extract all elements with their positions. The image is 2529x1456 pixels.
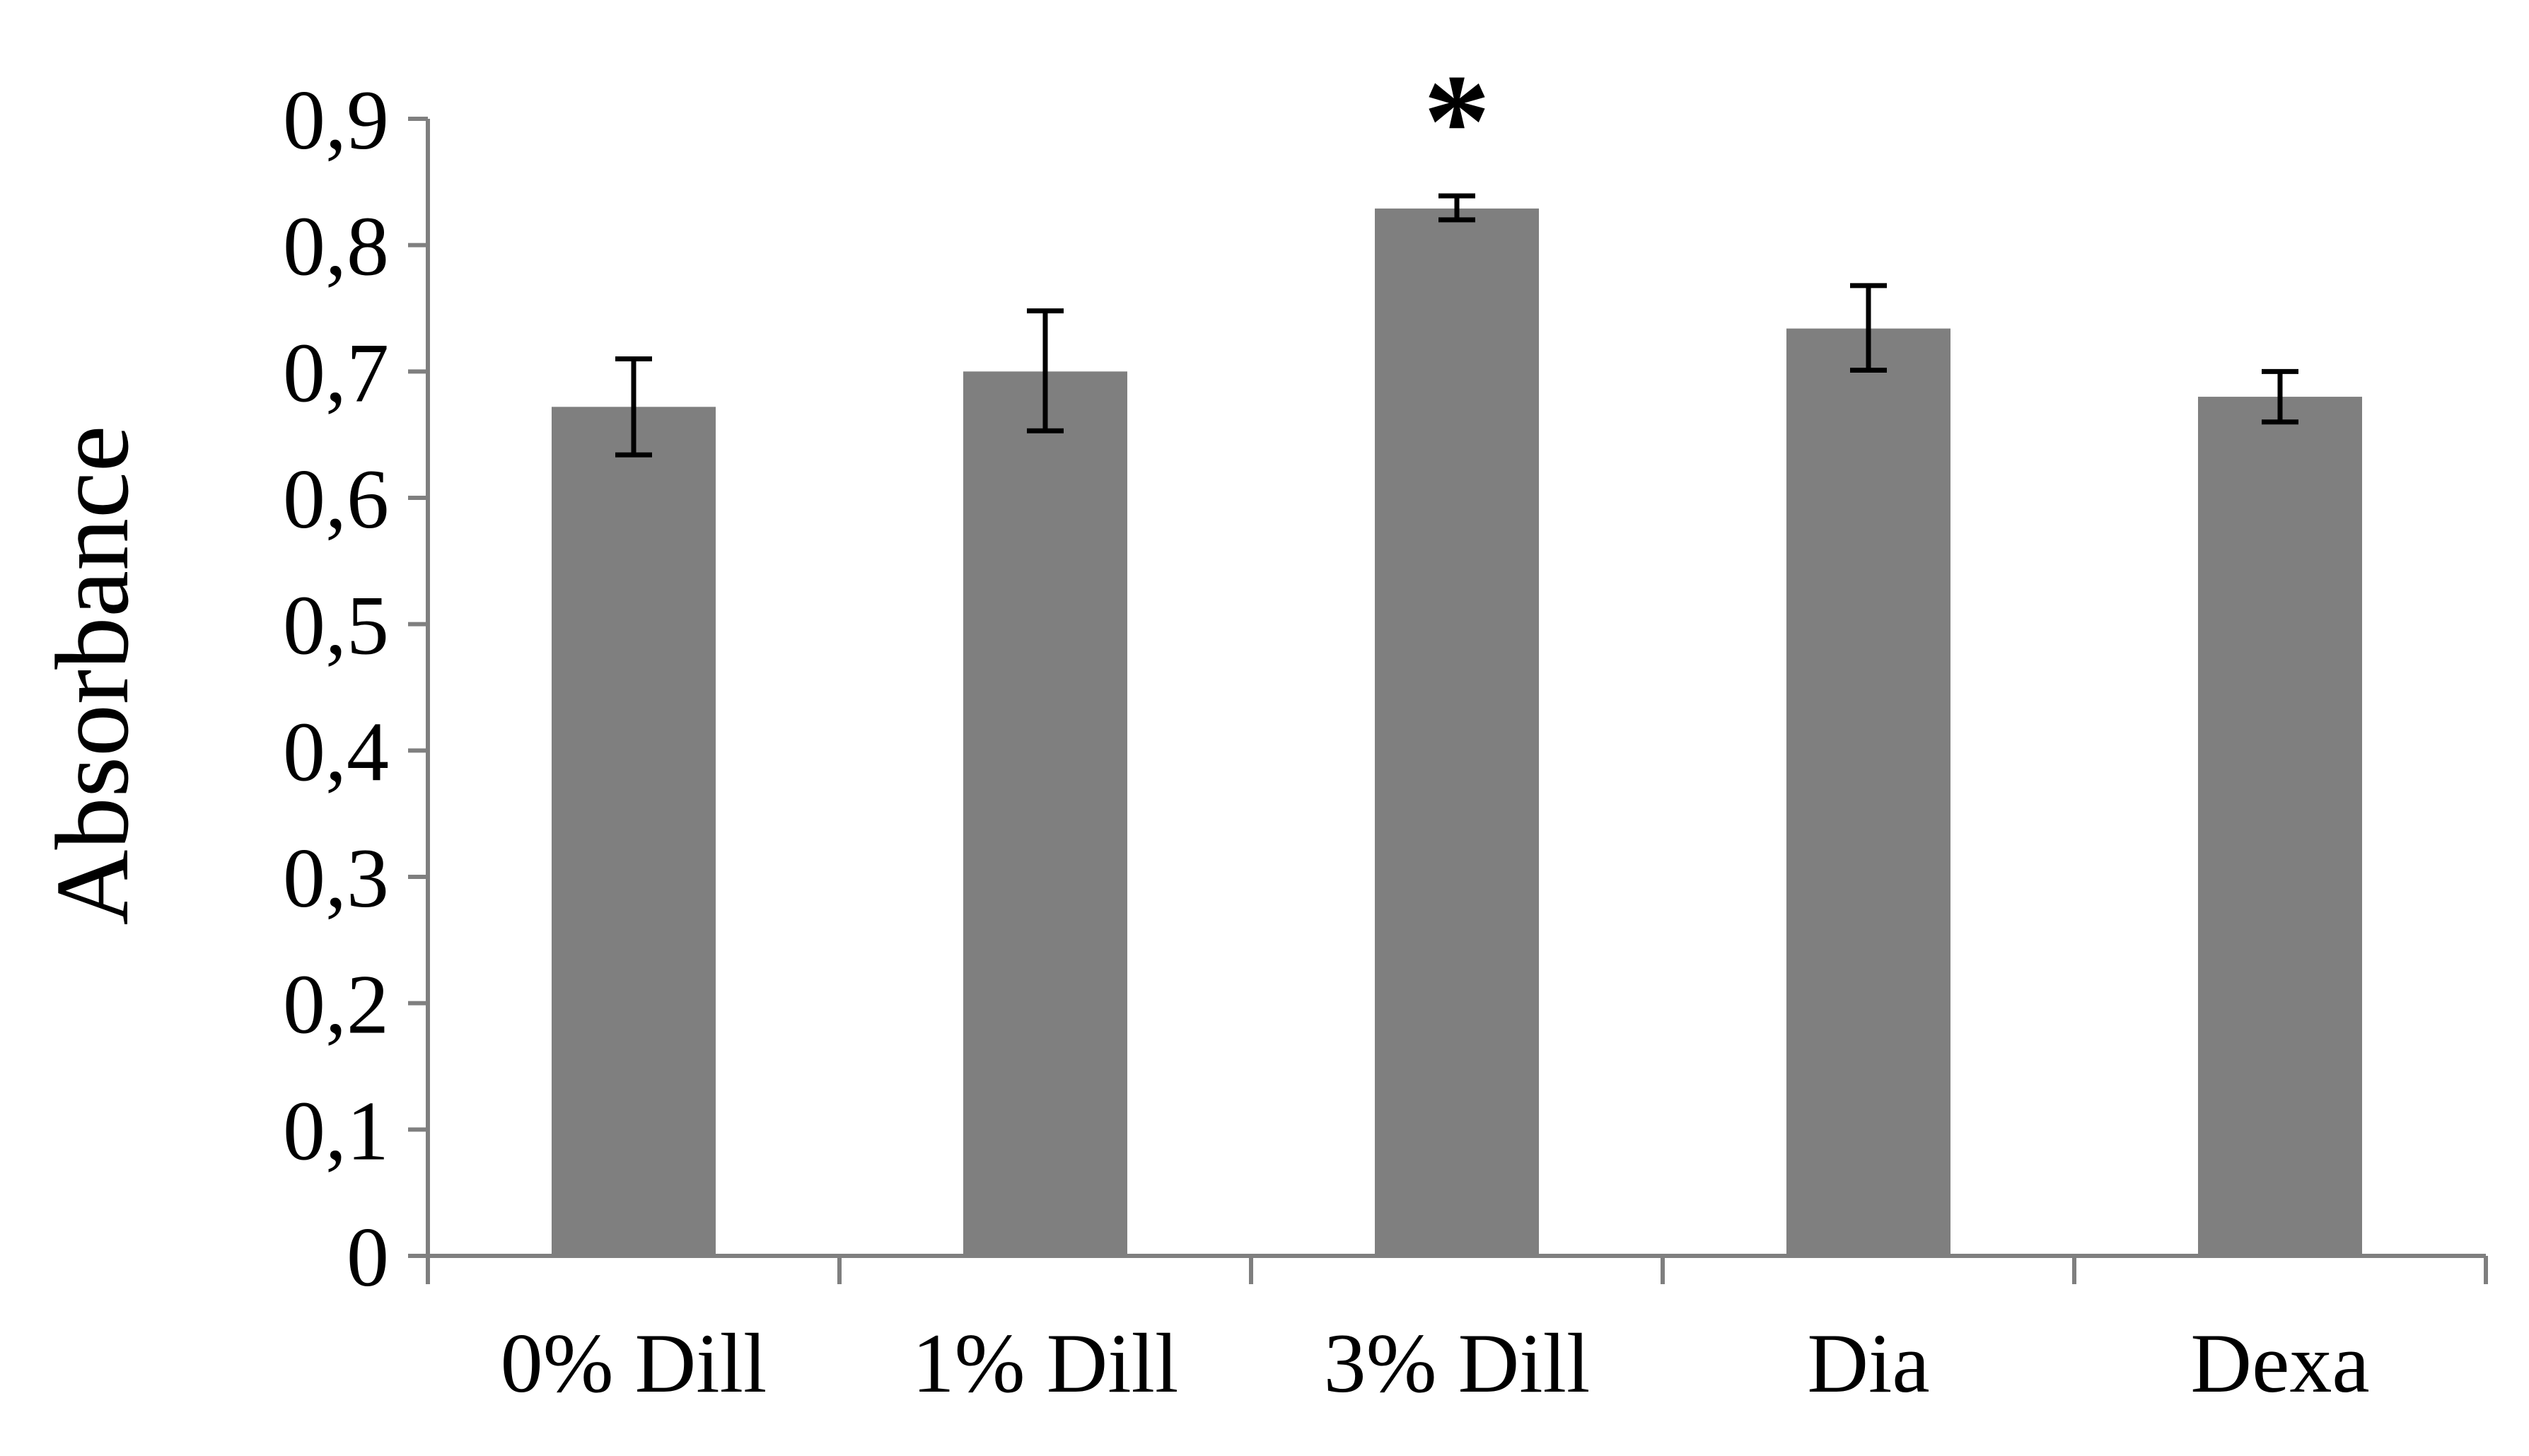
x-tick-label-4: Dia [1807,1316,1929,1410]
y-tick-label-6: 0,6 [283,452,389,546]
y-tick-label-8: 0,8 [283,199,389,293]
labels-layer: 0 0,1 0,2 0,3 0,4 0,5 0,6 0,7 0,8 0,9 0% Dill 1% Di… [283,47,2370,1410]
y-tick-label-3: 0,3 [283,831,389,925]
y-tick-label-0: 0 [347,1210,389,1304]
error-bars-layer [615,193,2298,458]
bar-5 [2198,397,2362,1256]
bar-3 [1375,208,1539,1257]
y-tick-label-9: 0,9 [283,73,389,167]
bar-2 [963,371,1127,1257]
y-tick-label-4: 0,4 [283,704,389,798]
y-tick-label-5: 0,5 [283,578,389,672]
y-tick-label-2: 0,2 [283,957,389,1052]
y-axis-label: Absorbance [35,426,151,926]
x-tick-label-1: 0% Dill [501,1316,767,1410]
bar-1 [552,407,716,1256]
y-tick-label-7: 0,7 [283,325,389,419]
x-tick-label-2: 1% Dill [912,1316,1179,1410]
y-tick-label-1: 0,1 [283,1083,389,1177]
significance-marker-1: * [1424,47,1491,196]
axes-layer [408,117,2488,1284]
bars-layer [552,208,2362,1257]
x-tick-label-3: 3% Dill [1324,1316,1591,1410]
bar-4 [1786,328,1950,1256]
x-tick-label-5: Dexa [2190,1316,2369,1410]
